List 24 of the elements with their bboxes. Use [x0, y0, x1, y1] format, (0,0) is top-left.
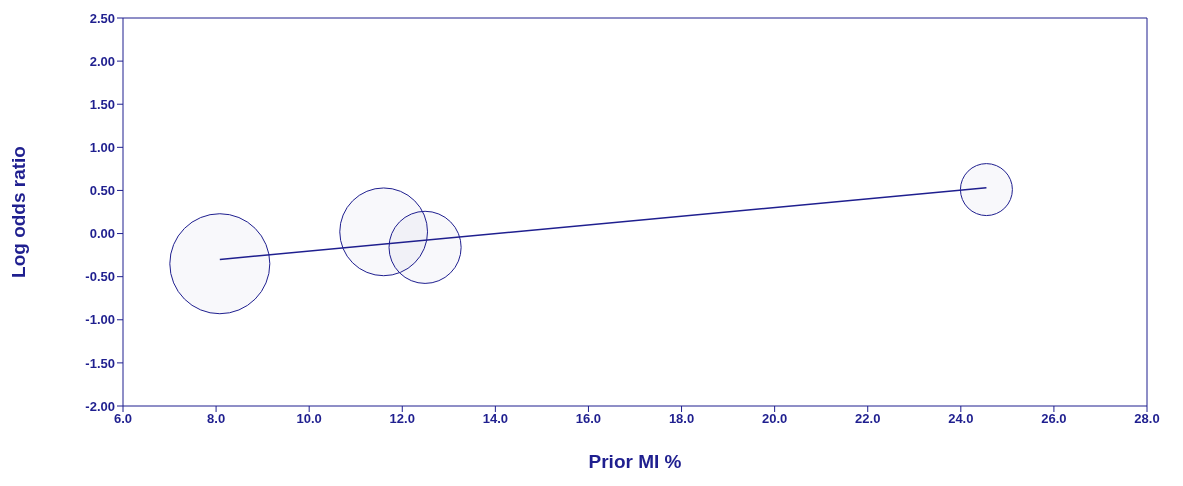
- x-axis-title: Prior MI %: [588, 451, 682, 472]
- x-tick-label: 24.0: [948, 411, 974, 427]
- x-tick-label: 28.0: [1134, 411, 1160, 427]
- y-axis-title: Log odds ratio: [7, 146, 29, 278]
- y-tick-label: 2.00: [89, 53, 115, 69]
- y-tick-label: 1.00: [89, 139, 115, 155]
- y-tick-label: 0.00: [89, 226, 115, 242]
- y-tick-label: 1.50: [89, 96, 115, 112]
- y-tick-label: -1.50: [85, 355, 115, 371]
- y-tick-label: 2.50: [89, 10, 115, 26]
- x-tick-label: 8.0: [207, 411, 226, 427]
- x-tick-label: 14.0: [482, 411, 509, 427]
- y-tick-label: 0.50: [89, 183, 115, 199]
- x-tick-label: 6.0: [113, 411, 133, 427]
- x-tick-label: 16.0: [575, 411, 602, 427]
- y-tick-label: -2.00: [85, 398, 115, 414]
- x-tick-label: 20.0: [761, 411, 788, 427]
- x-tick-label: 12.0: [389, 411, 415, 427]
- y-tick-label: -1.00: [85, 312, 115, 328]
- x-tick-label: 10.0: [296, 411, 322, 427]
- x-tick-label: 22.0: [855, 411, 881, 427]
- x-tick-label: 18.0: [668, 411, 695, 427]
- x-tick-label: 26.0: [1041, 411, 1067, 427]
- y-tick-label: -0.50: [85, 269, 115, 285]
